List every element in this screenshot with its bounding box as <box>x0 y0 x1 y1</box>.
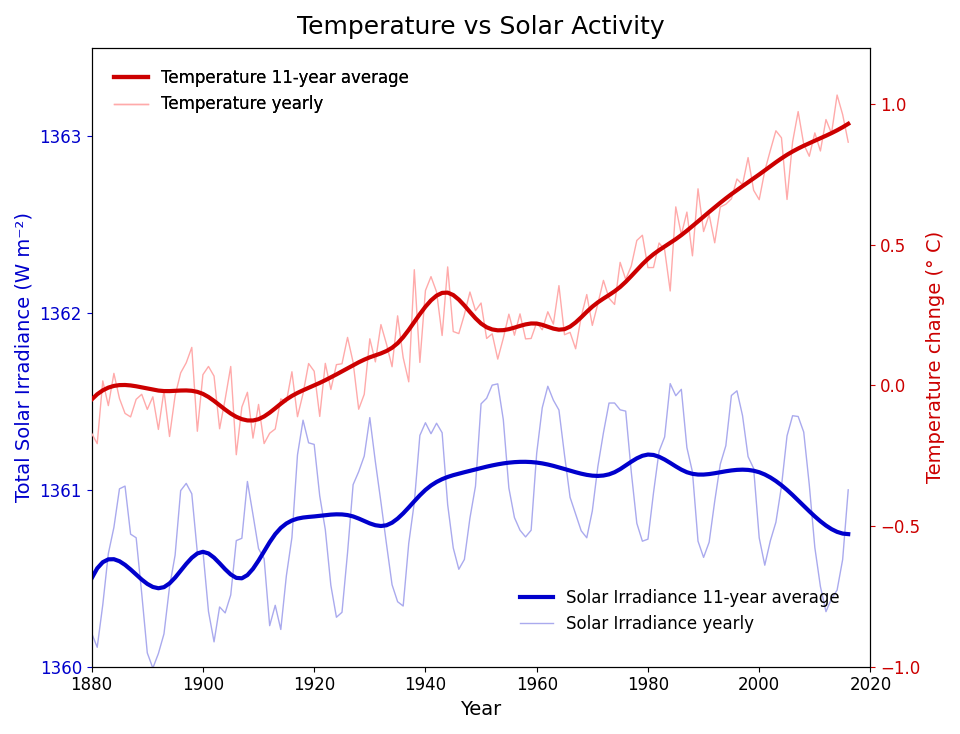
Y-axis label: Total Solar Irradiance (W m⁻²): Total Solar Irradiance (W m⁻²) <box>15 212 34 502</box>
Y-axis label: Temperature change (° C): Temperature change (° C) <box>926 231 945 484</box>
Legend: Temperature 11-year average, Temperature yearly: Temperature 11-year average, Temperature… <box>108 62 416 120</box>
Legend: Solar Irradiance 11-year average, Solar Irradiance yearly: Solar Irradiance 11-year average, Solar … <box>513 582 847 640</box>
X-axis label: Year: Year <box>461 700 502 719</box>
Title: Temperature vs Solar Activity: Temperature vs Solar Activity <box>298 15 665 39</box>
